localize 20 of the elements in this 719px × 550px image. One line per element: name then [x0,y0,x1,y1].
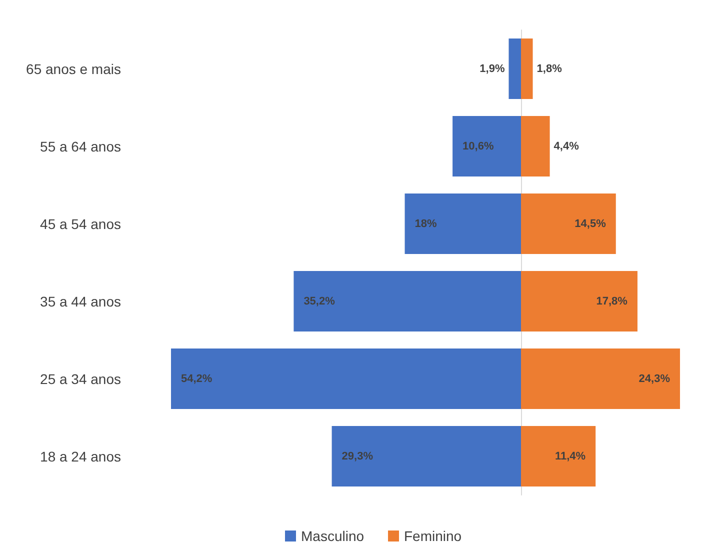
y-tick-label: 25 a 34 anos [40,370,121,387]
y-tick-label: 35 a 44 anos [40,293,121,310]
data-label: 4,4% [554,140,580,152]
data-label: 10,6% [462,140,494,152]
data-label: 1,9% [480,62,505,75]
data-label: 54,2% [181,372,212,385]
y-tick-label: 45 a 54 anos [40,216,121,232]
data-label: 35,2% [304,295,336,308]
data-label: 18% [414,218,437,230]
y-tick-label: 18 a 24 anos [40,448,121,464]
y-tick-label: 65 anos e mais [26,60,121,77]
data-label: 11,4% [555,450,586,462]
data-label: 14,5% [574,218,606,230]
legend-label: Feminino [404,528,462,544]
data-label: 29,3% [342,450,374,462]
y-tick-label: 55 a 64 anos [40,138,121,154]
data-label: 17,8% [596,295,628,308]
data-label: 24,3% [638,372,670,385]
data-label: 1,8% [536,62,562,75]
legend-label: Masculino [301,528,364,544]
